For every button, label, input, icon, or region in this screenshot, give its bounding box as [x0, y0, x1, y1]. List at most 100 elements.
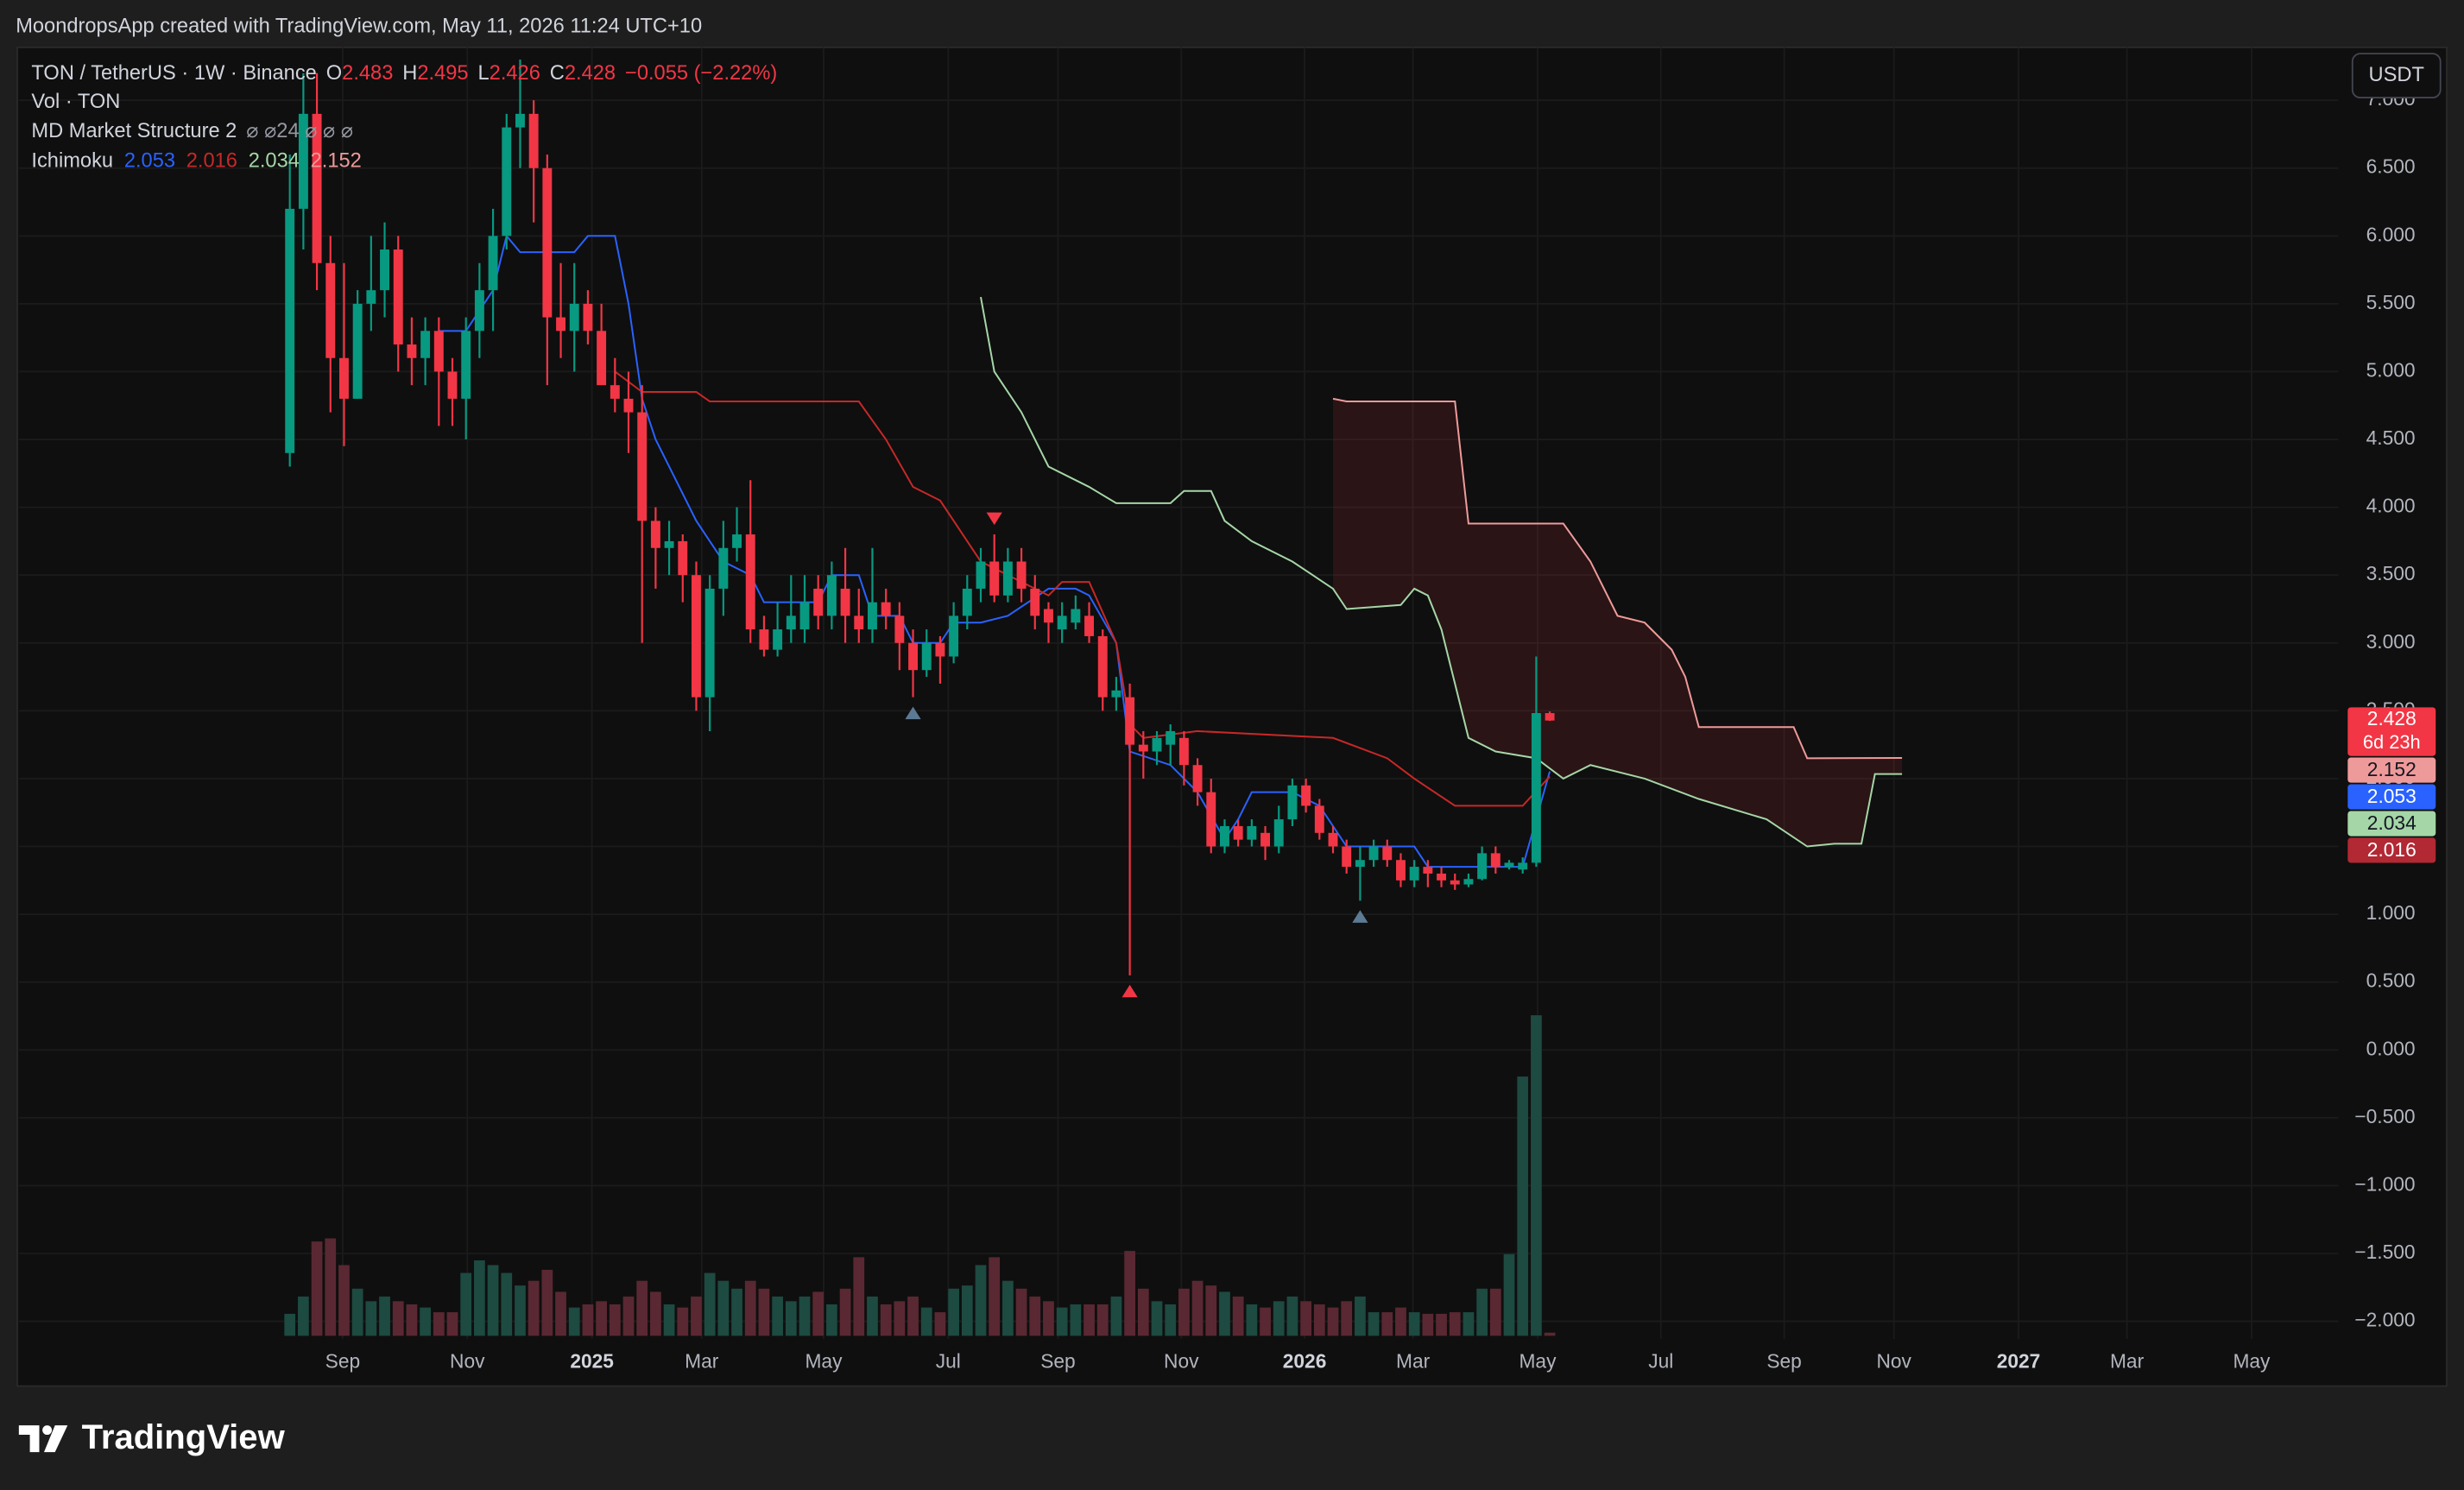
x-tick-label: Sep [1040, 1349, 1075, 1372]
candle-body [989, 561, 1000, 596]
y-tick-label: 4.500 [2366, 426, 2416, 449]
volume-bar [744, 1280, 756, 1336]
x-tick-label: Mar [1396, 1349, 1431, 1372]
candle-body [515, 113, 525, 128]
cloud [1333, 398, 1903, 847]
candle-body [868, 602, 877, 630]
currency-button[interactable] [2351, 53, 2442, 99]
volume-bar [1408, 1312, 1420, 1336]
plot [284, 59, 1903, 1336]
candle-body [1138, 744, 1148, 752]
candle-body [597, 331, 607, 386]
legend-key: H [402, 62, 417, 85]
y-tick-label: 5.000 [2366, 358, 2416, 381]
logo: TradingView [18, 1418, 286, 1456]
x-tick-label: Nov [1876, 1349, 1911, 1372]
candle-body [1166, 730, 1176, 745]
candle-body [962, 588, 972, 616]
candle-body [1206, 792, 1216, 847]
y-tick-label: −2.000 [2354, 1309, 2415, 1331]
candle-body [1314, 805, 1324, 833]
volume-bar [1313, 1304, 1325, 1336]
volume-bar [1165, 1304, 1177, 1336]
volume-bar [1084, 1304, 1095, 1336]
x-tick-label: Sep [325, 1349, 360, 1372]
candle-body [664, 540, 674, 548]
volume-bar [1205, 1285, 1217, 1336]
candle-body [1382, 846, 1393, 861]
axis-label: 2.053 [2367, 785, 2417, 807]
candle-body [1260, 832, 1271, 847]
candle-body [637, 412, 648, 521]
x-tick-label: Jul [1648, 1349, 1673, 1372]
volume-bar [420, 1307, 431, 1336]
volume-bar [1246, 1304, 1258, 1336]
volume-bar [1476, 1288, 1488, 1336]
volume-bar [541, 1269, 553, 1336]
candle-body [1328, 832, 1338, 847]
y-tick-label: 0.000 [2366, 1037, 2416, 1059]
candle-body [312, 113, 322, 263]
currency-label[interactable]: USDT [2369, 64, 2424, 86]
candle-body [840, 588, 850, 616]
volume-bar [1070, 1304, 1082, 1336]
x-tick-label: 2025 [570, 1349, 614, 1372]
candle-body [556, 317, 565, 331]
candle-body [1355, 860, 1365, 868]
candle-body [799, 602, 810, 630]
candle-body [352, 303, 363, 399]
volume-bar [338, 1265, 350, 1336]
volume-bar [555, 1291, 566, 1336]
candle-body [826, 575, 837, 616]
legend-ichimoku: Ichimoku [31, 150, 113, 173]
candle-body [1368, 846, 1379, 861]
structure-marker [986, 512, 1002, 526]
candle-body [1057, 616, 1067, 630]
candle-body [1152, 737, 1162, 752]
countdown: 6d 23h [2363, 731, 2421, 753]
x-tick-label: Nov [1164, 1349, 1199, 1372]
logo-text: TradingView [82, 1418, 286, 1456]
volume-bar [1422, 1313, 1434, 1336]
legend-symbol: TON / TetherUS · 1W · Binance [31, 62, 316, 85]
volume-bar [758, 1288, 770, 1336]
volume-bar [867, 1296, 878, 1336]
candle-body [773, 629, 783, 650]
candle-body [692, 575, 701, 698]
volume-bar [1110, 1296, 1122, 1336]
legend-ichimoku-value: 2.034 [249, 150, 300, 173]
candle-body [678, 540, 688, 576]
legend-indicator: MD Market Structure 2 [31, 120, 237, 142]
candle-body [1220, 825, 1229, 847]
volume-bar [622, 1296, 635, 1336]
legend-value: 2.495 [417, 62, 468, 85]
volume-bar [1151, 1301, 1163, 1336]
candle-body [366, 290, 376, 304]
volume-bar [663, 1304, 675, 1336]
candle-body [488, 236, 498, 291]
y-tick-label: 6.000 [2366, 223, 2416, 245]
candle-body [1287, 785, 1298, 820]
volume-bar [1096, 1304, 1109, 1336]
volume-bar [351, 1288, 363, 1336]
volume-bar [392, 1301, 404, 1336]
volume-bar [568, 1307, 580, 1336]
y-tick-label: 4.000 [2366, 495, 2416, 517]
volume-bar [975, 1265, 987, 1336]
volume-bar [1056, 1307, 1068, 1336]
candle-body [1423, 867, 1433, 874]
axis-label: 2.034 [2367, 811, 2417, 834]
volume-bar [1286, 1296, 1298, 1336]
volume-bar [853, 1257, 865, 1336]
volume-bar [717, 1280, 730, 1336]
volume-bar [528, 1280, 540, 1336]
legend-ichimoku-value: 2.152 [311, 150, 362, 173]
volume-bar [1395, 1307, 1406, 1336]
candle-body [1125, 697, 1135, 745]
candle-body [732, 534, 742, 548]
chart-area [16, 46, 2448, 1387]
candle-body [1044, 609, 1053, 623]
legend-line: MD Market Structure 2 ⌀ ⌀24 ⌀ ⌀ ⌀ [31, 120, 353, 142]
candle-body [583, 303, 593, 331]
